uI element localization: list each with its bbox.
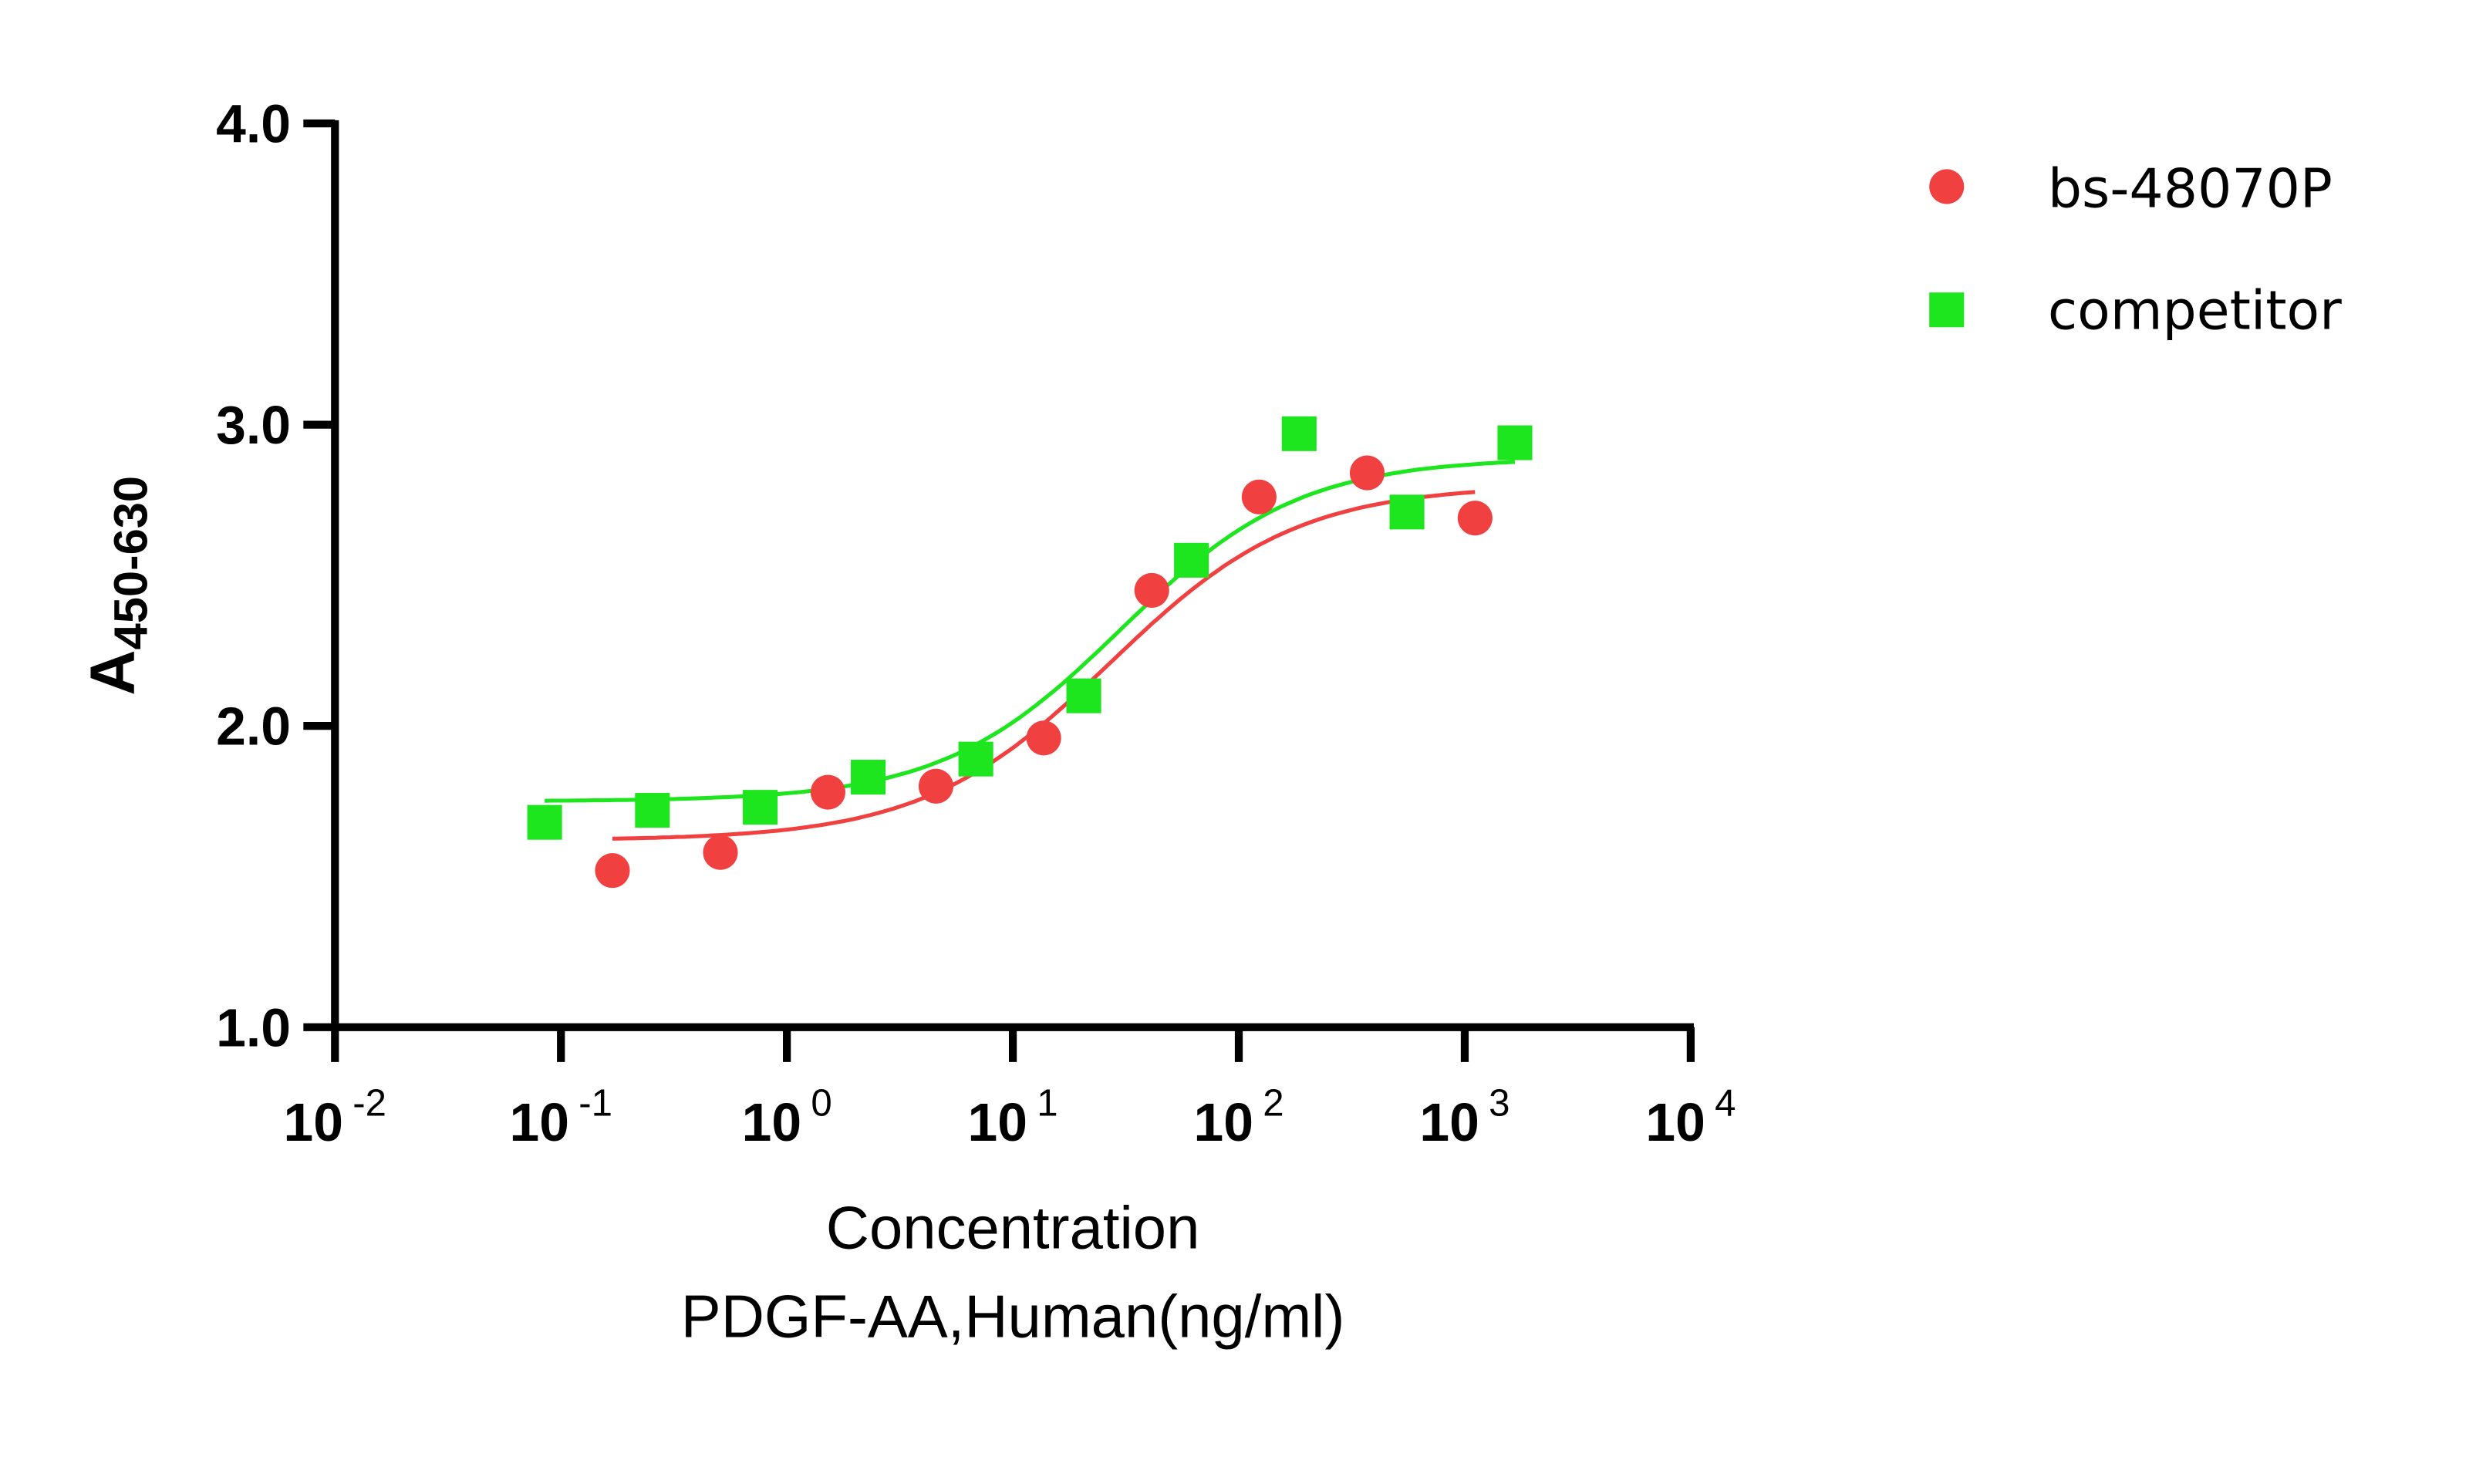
point-competitor [1389,494,1425,530]
y-axis-label: A450-630 [78,476,157,696]
point-bs-48070P [1026,720,1061,756]
point-bs-48070P [703,835,738,870]
legend: bs-48070P competitor [1929,158,2342,342]
point-bs-48070P [1134,572,1169,608]
x-tick-label: 10 4 [1645,1081,1736,1152]
point-competitor [958,741,993,777]
point-bs-48070P [918,768,953,804]
legend-label-bs-48070P: bs-48070P [2048,158,2333,221]
point-competitor [851,760,886,795]
point-bs-48070P [1241,479,1277,514]
x-axis-label-line2: PDGF-AA,Human(ng/ml) [681,1283,1345,1350]
x-tick-label: 10 2 [1193,1081,1284,1152]
x-tick-label: 10 -2 [284,1081,386,1152]
point-competitor [1174,542,1209,578]
point-competitor [527,804,562,840]
axes: 1.0 2.0 3.0 4.0 10 -2 10 -1 10 0 10 1 10 2 10 3 10 4 [216,94,1736,1153]
legend-marker-bs-48070P [1929,169,1965,204]
fit-curve-bs-48070P [612,490,1476,841]
x-tick-label: 10 1 [968,1081,1058,1152]
x-tick-label: 10 3 [1419,1081,1510,1152]
legend-marker-competitor [1929,292,1965,328]
x-axis-label: Concentration [826,1196,1200,1262]
y-tick-label: 2.0 [216,696,291,757]
x-tick-label: 10 0 [742,1081,832,1152]
point-bs-48070P [1349,455,1385,491]
y-tick-label: 1.0 [216,997,291,1057]
point-competitor [1281,416,1317,451]
point-competitor [1497,425,1533,460]
fit-curves [545,460,1516,841]
x-tick-label: 10 -1 [509,1081,612,1152]
y-tick-label: 3.0 [216,395,291,455]
y-tick-label: 4.0 [216,94,291,154]
legend-label-competitor: competitor [2048,279,2342,342]
fit-curve-competitor [545,460,1516,803]
data-points [527,416,1533,889]
point-bs-48070P [1457,501,1493,536]
point-competitor [743,790,778,825]
point-competitor [635,793,670,828]
point-bs-48070P [810,774,845,810]
point-competitor [1066,678,1101,713]
point-bs-48070P [595,853,630,889]
